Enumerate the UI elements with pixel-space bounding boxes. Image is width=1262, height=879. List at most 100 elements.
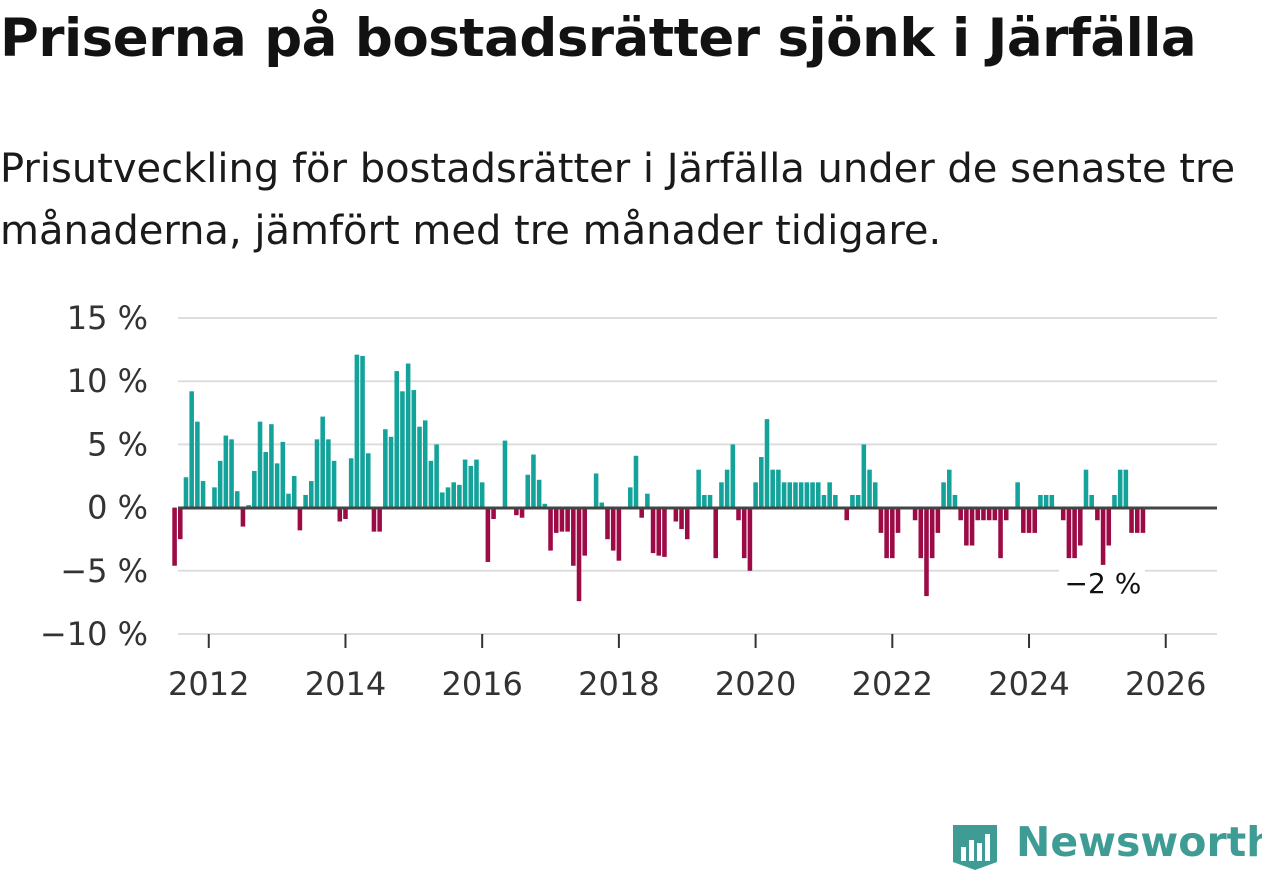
bar: [1060, 507, 1066, 521]
bar: [582, 507, 587, 556]
bar: [810, 482, 815, 508]
bar: [491, 507, 496, 519]
bar: [479, 482, 485, 508]
x-tick-label: 2024: [988, 665, 1069, 703]
bar: [536, 479, 542, 508]
bar: [981, 507, 986, 521]
bar: [320, 416, 325, 508]
bar: [753, 482, 758, 508]
bar: [736, 507, 741, 521]
bar: [815, 482, 821, 508]
bar: [844, 507, 850, 521]
bar: [400, 391, 405, 508]
bar: [434, 444, 439, 508]
bar: [724, 469, 730, 508]
bar: [1015, 482, 1020, 508]
bar: [183, 477, 189, 508]
bar: [462, 459, 468, 508]
bar: [798, 482, 804, 508]
bar: [331, 460, 337, 508]
bar: [947, 469, 952, 508]
bar: [1112, 494, 1117, 508]
bar: [559, 507, 565, 532]
x-tick-label: 2018: [578, 665, 659, 703]
bar: [417, 426, 422, 508]
bar: [246, 505, 251, 508]
bar: [1072, 507, 1077, 559]
bar: [229, 439, 234, 508]
bar: [679, 507, 684, 530]
newsworthy-brand: Newsworthy: [950, 818, 1262, 874]
y-tick-label: 5 %: [87, 425, 148, 463]
bar: [223, 435, 229, 508]
last-value-annotation: −2 %: [1058, 564, 1145, 601]
x-tick-label: 2022: [852, 665, 933, 703]
bar: [291, 476, 297, 508]
bar: [1066, 507, 1072, 559]
bar: [445, 487, 451, 508]
bar: [833, 494, 838, 508]
bar: [741, 507, 747, 559]
bar: [884, 507, 889, 559]
bar: [1003, 507, 1009, 521]
bar: [850, 494, 855, 508]
bar: [673, 507, 679, 522]
bar: [343, 507, 348, 519]
bar: [867, 469, 872, 508]
bar: [639, 507, 644, 518]
bar: [895, 507, 901, 533]
bar: [872, 482, 878, 508]
bar: [257, 421, 263, 508]
bar: [770, 469, 775, 508]
bar: [1129, 507, 1134, 533]
bar: [468, 465, 474, 508]
bar: [440, 492, 445, 508]
bar: [759, 457, 764, 508]
annotation-background: [1058, 564, 1145, 601]
bar: [605, 507, 610, 540]
bar: [650, 507, 656, 554]
y-gridlines: [178, 317, 1217, 635]
bar: [548, 507, 553, 551]
bar: [365, 453, 371, 508]
newsworthy-logo-icon: [953, 825, 997, 870]
bar: [969, 507, 975, 546]
bar: [827, 482, 832, 508]
bar: [274, 463, 280, 508]
y-tick-label: 0 %: [87, 489, 148, 527]
bar: [1089, 494, 1094, 508]
bar: [542, 503, 548, 508]
bar: [821, 494, 827, 508]
bar: [929, 507, 935, 559]
bar: [388, 436, 394, 508]
bar: [189, 391, 194, 508]
bar: [1026, 507, 1032, 533]
bar: [553, 507, 559, 533]
bar: [1021, 507, 1026, 533]
bar: [1049, 494, 1055, 508]
bar: [485, 507, 491, 562]
bar: [172, 507, 177, 566]
bar: [286, 493, 291, 508]
bar: [1117, 469, 1123, 508]
bar: [713, 507, 719, 559]
bar: [1123, 469, 1129, 508]
bar: [958, 507, 963, 521]
bar: [519, 507, 525, 518]
bar: [314, 439, 320, 508]
bar: [1078, 507, 1083, 546]
bar: [269, 424, 274, 508]
bar: [474, 459, 479, 508]
bar: [1038, 494, 1043, 508]
bar: [531, 454, 536, 508]
bar: [628, 487, 633, 508]
y-tick-label: 15 %: [67, 299, 148, 337]
x-tick-label: 2012: [168, 665, 249, 703]
bar: [263, 451, 268, 508]
bar: [918, 507, 924, 559]
bar: [371, 507, 377, 532]
bar: [992, 507, 998, 521]
bar: [610, 507, 616, 551]
bar: [377, 507, 382, 532]
